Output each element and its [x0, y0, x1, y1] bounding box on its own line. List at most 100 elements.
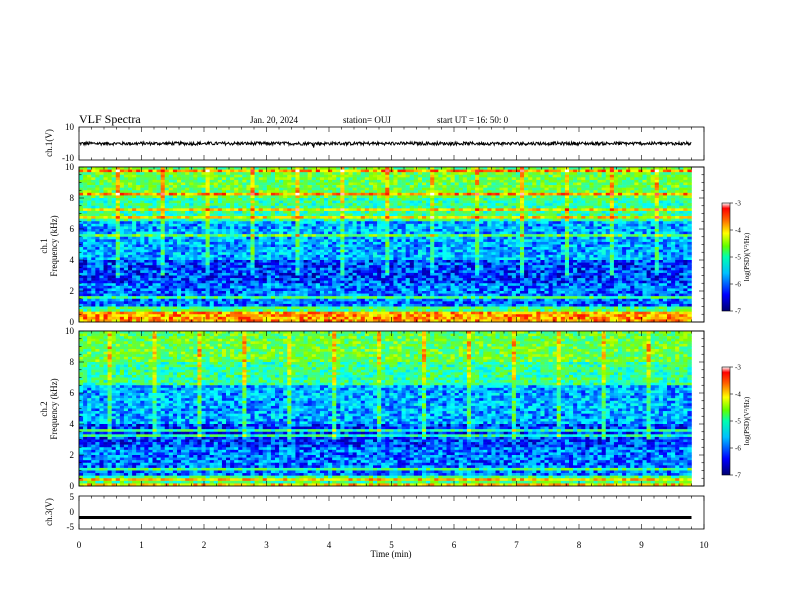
- spectrogram-cell: [491, 192, 496, 196]
- spectrogram-cell: [287, 221, 292, 225]
- spectrogram-cell: [303, 172, 308, 176]
- spectrogram-cell: [638, 239, 643, 243]
- spectrogram-cell: [205, 234, 210, 238]
- spectrogram-cell: [671, 179, 676, 183]
- spectrogram-cell: [573, 192, 578, 196]
- spectrogram-cell: [230, 241, 235, 245]
- spectrogram-cell: [438, 190, 443, 194]
- spectrogram-cell: [483, 239, 488, 243]
- spectrogram-cell: [258, 177, 264, 181]
- spectrogram-cell: [687, 187, 692, 191]
- spectrogram-cell: [368, 247, 374, 250]
- spectrogram-cell: [291, 177, 296, 181]
- spectrogram-cell: [642, 244, 647, 248]
- spectrogram-cell: [532, 179, 537, 183]
- spectrogram-cell: [348, 200, 353, 204]
- spectrogram-cell: [287, 234, 292, 238]
- spectrogram-cell: [609, 200, 615, 204]
- spectrogram-cell: [581, 198, 586, 201]
- spectrogram-cell: [99, 241, 104, 245]
- spectrogram-cell: [548, 192, 553, 196]
- spectrogram-cell: [405, 195, 411, 199]
- spectrogram-cell: [373, 221, 378, 225]
- spectrogram-cell: [446, 195, 451, 199]
- spectrogram-cell: [532, 198, 537, 201]
- spectrogram-cell: [471, 185, 476, 188]
- spectrogram-cell: [242, 223, 247, 227]
- spectrogram-cell: [401, 179, 406, 183]
- spectrogram-cell: [266, 203, 272, 207]
- spectrogram-cell: [495, 229, 500, 232]
- spectrogram-cell: [397, 172, 402, 176]
- spectrogram-cell: [662, 195, 668, 199]
- spectrogram-cell: [552, 198, 558, 201]
- spectrogram-cell: [638, 172, 643, 176]
- spectrogram-cell: [352, 179, 357, 183]
- spectrogram-cell: [140, 213, 145, 217]
- spectrogram-cell: [258, 179, 264, 183]
- spectrogram-cell: [650, 187, 656, 191]
- spectrogram-cell: [499, 218, 504, 222]
- spectrogram-cell: [577, 236, 582, 240]
- spectrogram-cell: [675, 218, 680, 222]
- spectrogram-cell: [618, 223, 623, 227]
- spectrogram-cell: [405, 208, 411, 212]
- spectrogram-cell: [430, 218, 435, 222]
- spectrogram-cell: [99, 167, 104, 170]
- spectrogram-cell: [258, 208, 264, 212]
- spectrogram-cell: [352, 234, 357, 238]
- spectrogram-cell: [536, 185, 541, 188]
- spectrogram-cell: [532, 167, 537, 170]
- spectrogram-cell: [303, 218, 308, 222]
- spectrogram-cell: [164, 172, 170, 176]
- spectrogram-cell: [646, 236, 651, 240]
- spectrogram-cell: [687, 198, 692, 201]
- spectrogram-cell: [132, 174, 137, 178]
- spectrogram-cell: [373, 244, 378, 248]
- spectrogram-cell: [515, 198, 521, 201]
- spectrogram-cell: [475, 200, 480, 204]
- spectrogram-cell: [189, 182, 194, 186]
- spectrogram-cell: [609, 169, 615, 173]
- spectrogram-cell: [287, 167, 292, 170]
- spectrogram-cell: [324, 218, 329, 222]
- spectrogram-cell: [548, 174, 553, 178]
- spectrogram-cell: [344, 249, 349, 253]
- spectrogram-cell: [324, 174, 329, 178]
- spectrogram-cell: [148, 208, 153, 212]
- spectrogram-cell: [193, 205, 198, 209]
- spectrogram-cell: [479, 231, 484, 235]
- spectrogram-cell: [311, 182, 317, 186]
- spectrogram-cell: [483, 213, 488, 217]
- spectrogram-cell: [348, 244, 353, 248]
- spectrogram-cell: [389, 216, 394, 219]
- spectrogram-cell: [683, 213, 688, 217]
- spectrogram-cell: [389, 218, 394, 222]
- spectrogram-cell: [258, 172, 264, 176]
- spectrogram-cell: [270, 213, 276, 217]
- spectrogram-cell: [99, 234, 104, 238]
- spectrogram-cell: [152, 177, 157, 181]
- spectrogram-cell: [581, 192, 586, 196]
- spectrogram-cell: [552, 167, 558, 170]
- spectrogram-cell: [246, 185, 251, 188]
- spectrogram-cell: [536, 236, 541, 240]
- spectrogram-cell: [487, 177, 492, 181]
- spectrogram-cell: [675, 239, 680, 243]
- spectrogram-cell: [177, 198, 182, 201]
- spectrogram-cell: [356, 200, 362, 204]
- spectrogram-cell: [454, 247, 460, 250]
- spectrogram-cell: [299, 213, 304, 217]
- spectrogram-cell: [307, 210, 313, 214]
- spectrogram-cell: [160, 182, 166, 186]
- spectrogram-cell: [650, 208, 656, 212]
- spectrogram-cell: [409, 231, 415, 235]
- spectrogram-cell: [658, 172, 664, 176]
- spectrogram-cell: [144, 200, 149, 204]
- spectrogram-cell: [532, 185, 537, 188]
- spectrogram-cell: [364, 177, 370, 181]
- spectrogram-cell: [667, 195, 672, 199]
- spectrogram-cell: [266, 174, 272, 178]
- spectrogram-cell: [242, 167, 247, 170]
- spectrogram-cell: [601, 200, 607, 204]
